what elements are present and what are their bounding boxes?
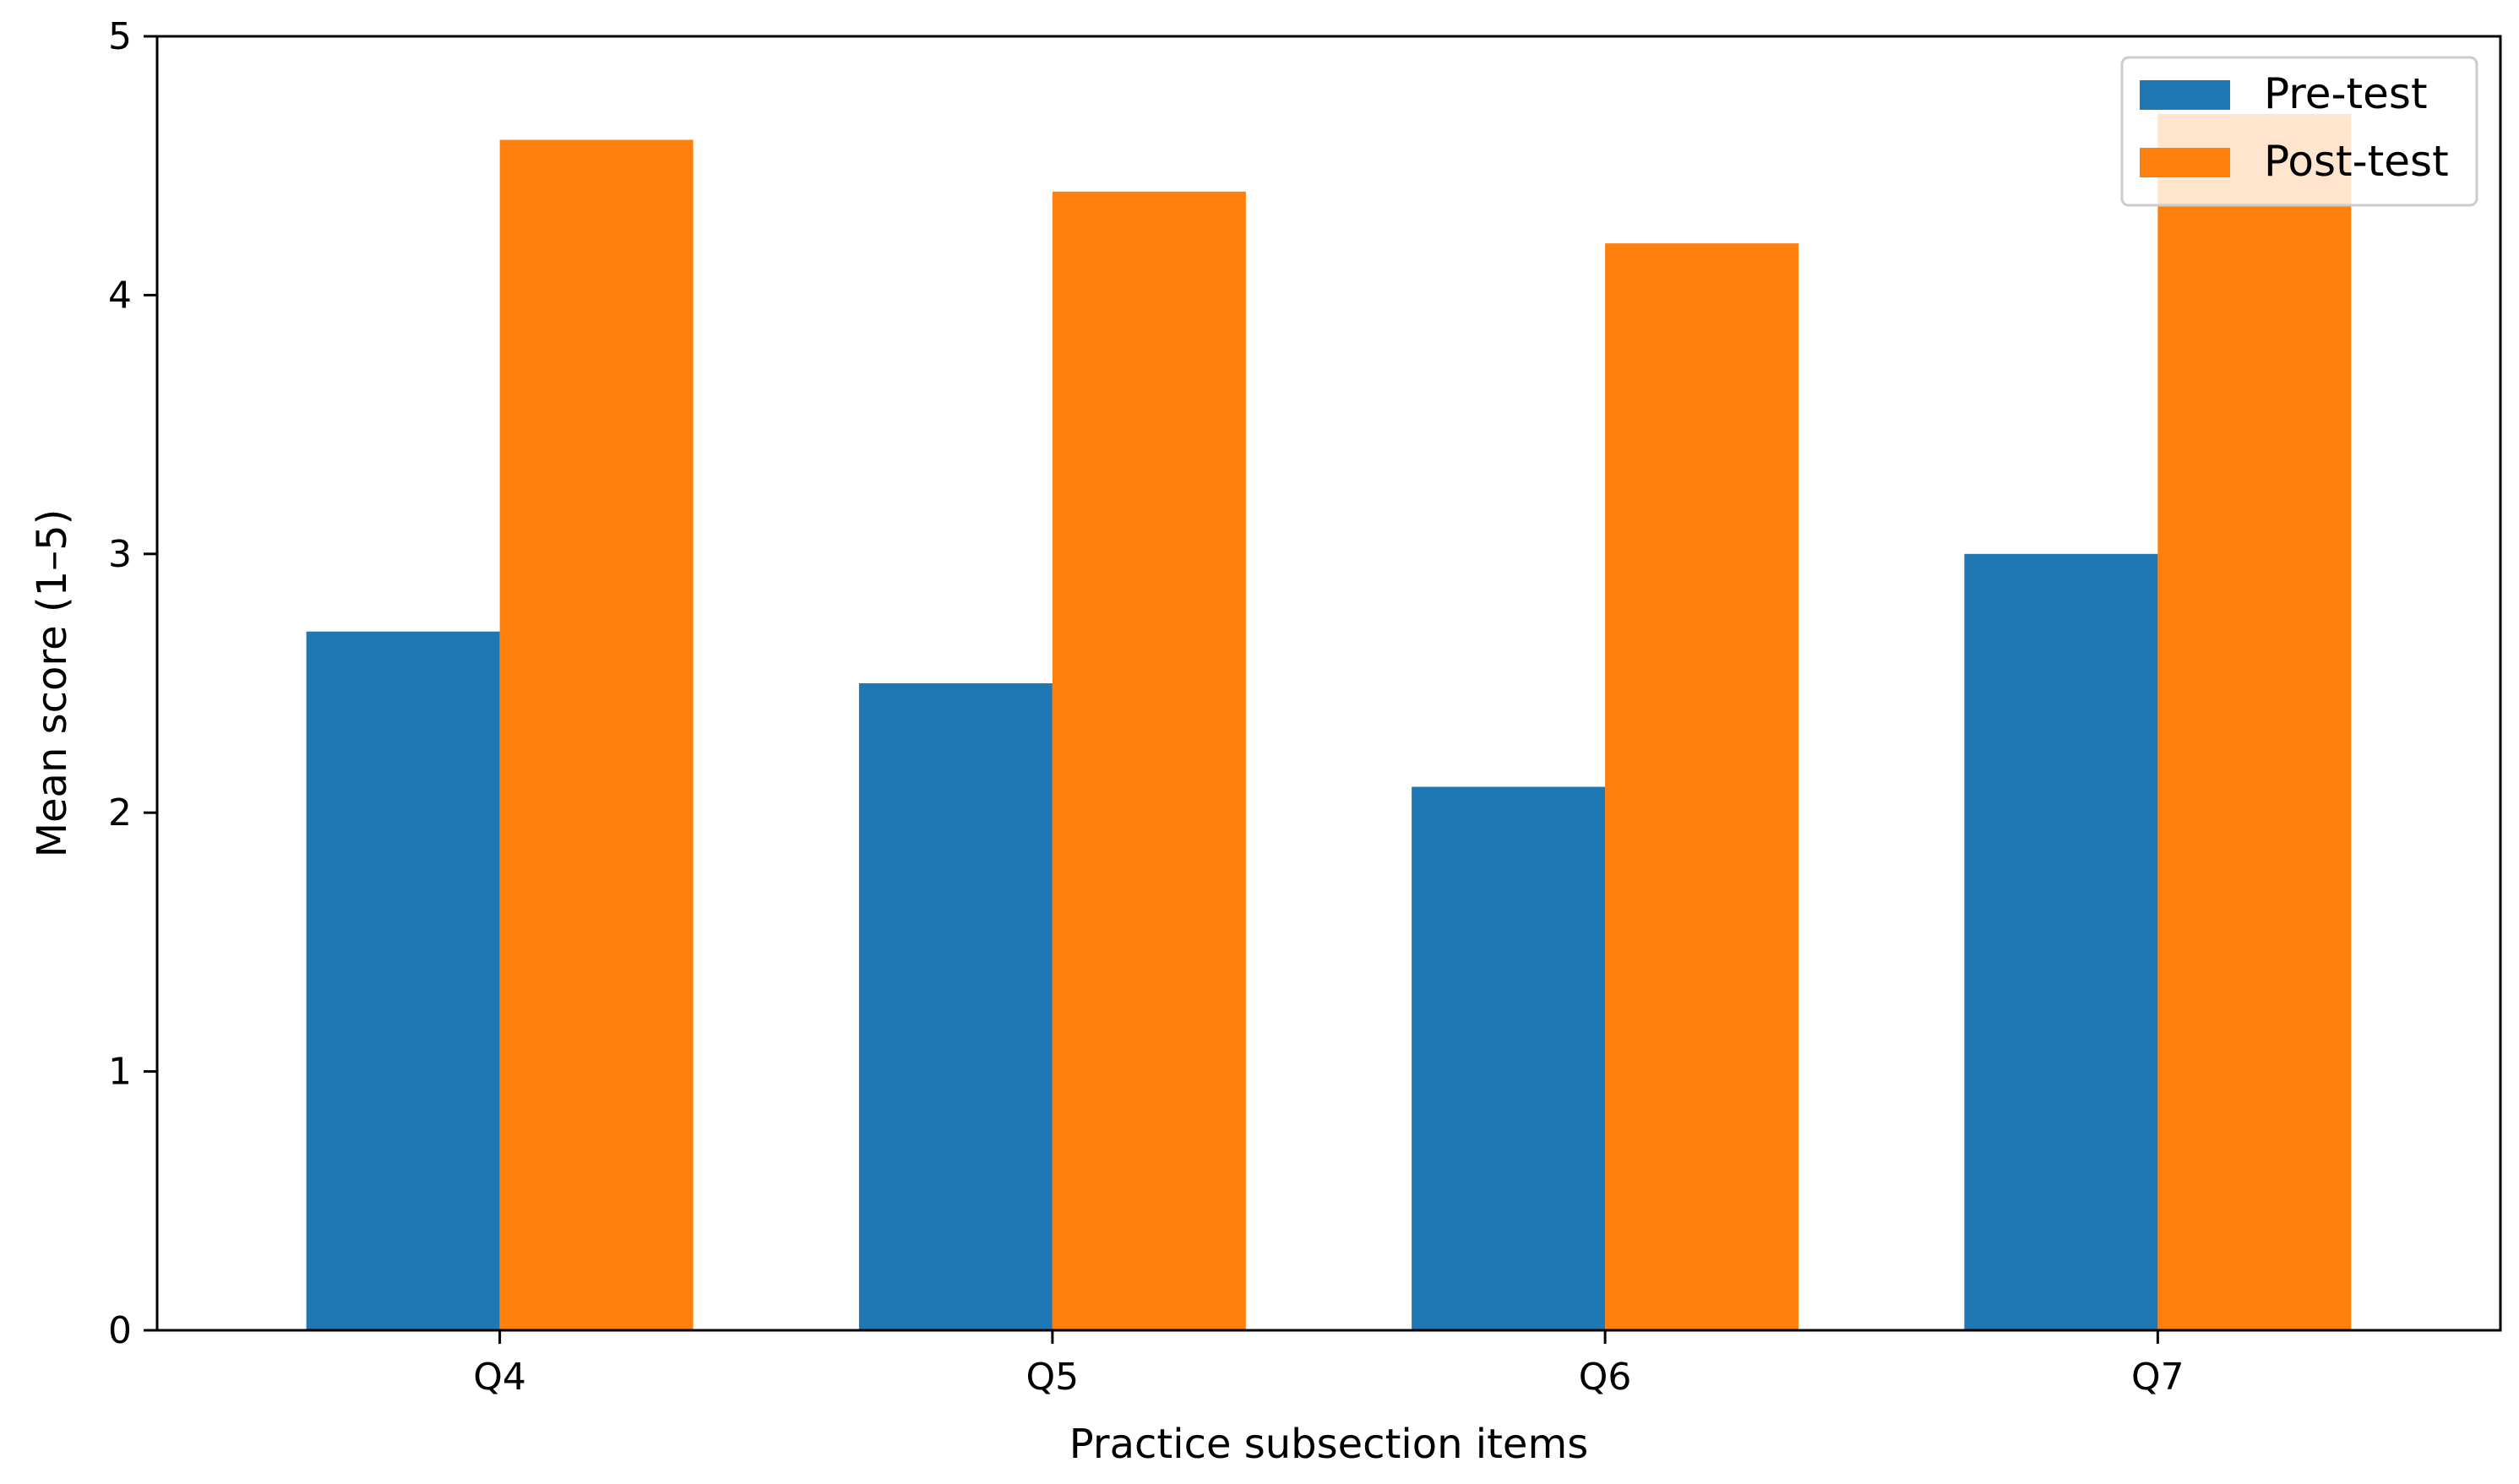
legend: Pre-test Post-test <box>2120 56 2478 207</box>
x-tick-label-q7: Q7 <box>2131 1356 2184 1399</box>
bar-pre-test-q7 <box>1964 553 2158 1330</box>
x-axis: Q4 Q5 Q6 Q7 <box>473 1330 2184 1399</box>
legend-swatch-pre-test <box>2140 80 2230 110</box>
legend-label-post-test: Post-test <box>2264 137 2449 186</box>
y-axis: 0 1 2 3 4 5 <box>108 15 157 1352</box>
legend-label-pre-test: Pre-test <box>2264 69 2428 118</box>
x-tick-label-q5: Q5 <box>1026 1356 1080 1399</box>
bar-post-test-q4 <box>499 139 694 1330</box>
bar-post-test-q7 <box>2157 113 2352 1330</box>
bar-pre-test-q6 <box>1412 786 1606 1330</box>
y-tick-label: 3 <box>108 533 132 576</box>
y-axis-label: Mean score (1–5) <box>29 509 76 858</box>
bar-post-test-q5 <box>1052 191 1246 1331</box>
legend-swatch-post-test <box>2140 148 2230 177</box>
bar-pre-test-q4 <box>306 631 500 1330</box>
y-tick-label: 0 <box>108 1309 132 1352</box>
y-tick-label: 1 <box>108 1051 132 1094</box>
plot-frame <box>155 35 2502 1332</box>
x-tick-label-q4: Q4 <box>473 1356 526 1399</box>
x-tick-label-q6: Q6 <box>1579 1356 1632 1399</box>
bar-pre-test-q5 <box>858 683 1053 1330</box>
bar-post-test-q6 <box>1605 243 1799 1330</box>
x-axis-label: Practice subsection items <box>1069 1421 1588 1468</box>
y-tick-label: 2 <box>108 791 132 834</box>
y-tick-label: 4 <box>108 274 132 317</box>
y-tick-label: 5 <box>108 15 132 58</box>
bars-group <box>306 113 2352 1331</box>
